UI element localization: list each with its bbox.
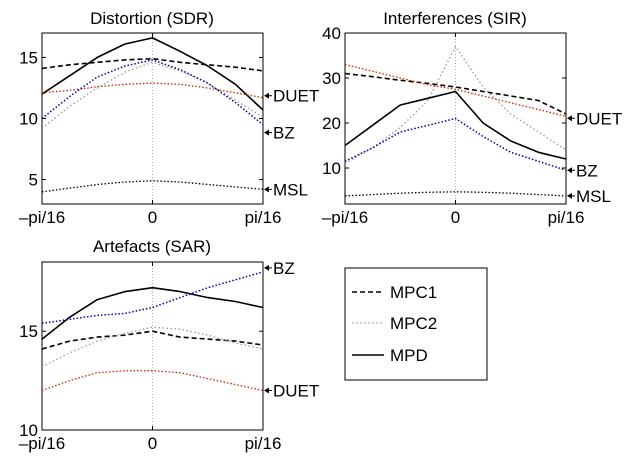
x-tick-label: –pi/16 <box>19 208 65 227</box>
series-line-mpd <box>41 286 264 340</box>
legend-label-mpd: MPD <box>390 346 428 365</box>
annotation-arrow <box>567 192 572 199</box>
y-tick-label: 15 <box>19 322 38 341</box>
series-line-duet <box>41 370 264 392</box>
x-tick-label: pi/16 <box>548 208 585 227</box>
series-line-mpc1 <box>41 57 264 72</box>
annotation-arrow <box>264 264 269 271</box>
annotation-label-duet: DUET <box>576 109 622 128</box>
panel-distortion-sdr: Distortion (SDR) 5 10 15 –pi/16 0 pi/16 DUET BZ… <box>19 9 319 227</box>
chart-title: Artefacts (SAR) <box>93 237 211 256</box>
annotation-label-bz: BZ <box>576 161 598 180</box>
annotation-arrow <box>264 129 269 136</box>
annotation-label-bz: BZ <box>273 259 295 278</box>
legend-label-mpc1: MPC1 <box>390 283 437 302</box>
series-line-mpc1 <box>344 72 567 115</box>
x-tick-label: 0 <box>451 208 460 227</box>
panel-artefacts-sar: Artefacts (SAR) 10 15 –pi/16 0 pi/16 BZ DUET <box>19 237 319 453</box>
x-tick-label: 0 <box>148 434 157 453</box>
y-tick-label: 15 <box>19 48 38 67</box>
x-tick-label: 0 <box>148 208 157 227</box>
x-tick-label: –pi/16 <box>19 434 65 453</box>
annotation-arrow <box>264 92 269 99</box>
annotation-arrow <box>567 115 572 122</box>
plot-frame <box>41 32 264 205</box>
annotation-arrow <box>264 387 269 394</box>
legend: MPC1 MPC2 MPD <box>344 267 488 381</box>
series-line-duet <box>344 63 567 117</box>
annotation-label-duet: DUET <box>273 381 319 400</box>
x-tick-label: pi/16 <box>245 434 282 453</box>
y-tick-label: 10 <box>322 159 341 178</box>
annotation-arrow <box>264 186 269 193</box>
legend-box <box>344 267 488 381</box>
annotation-label-msl: MSL <box>576 187 611 206</box>
series-line-mpd <box>344 90 567 160</box>
annotation-label-msl: MSL <box>273 180 308 199</box>
series-line-bz <box>41 59 264 126</box>
annotation-label-bz: BZ <box>273 124 295 143</box>
series-line-mpc2 <box>41 326 264 368</box>
y-tick-label: 40 <box>322 24 341 43</box>
y-tick-label: 10 <box>19 110 38 129</box>
series-line-mpc2 <box>344 45 567 165</box>
y-tick-label: 5 <box>29 171 38 190</box>
series-line-bz <box>41 271 264 325</box>
x-tick-label: –pi/16 <box>322 208 368 227</box>
y-tick-label: 20 <box>322 114 341 133</box>
x-tick-label: pi/16 <box>245 208 282 227</box>
chart-title: Interferences (SIR) <box>383 9 527 28</box>
annotation-arrow <box>567 167 572 174</box>
legend-label-mpc2: MPC2 <box>390 314 437 333</box>
y-tick-label: 30 <box>322 69 341 88</box>
y-tick-label: 10 <box>19 421 38 440</box>
panel-interferences-sir: Interferences (SIR) 10 20 30 40 –pi/16 0 pi/16… <box>322 9 622 227</box>
series-line-mpd <box>41 37 264 111</box>
series-line-bz <box>344 117 567 172</box>
chart-title: Distortion (SDR) <box>90 9 214 28</box>
annotation-label-duet: DUET <box>273 87 319 106</box>
